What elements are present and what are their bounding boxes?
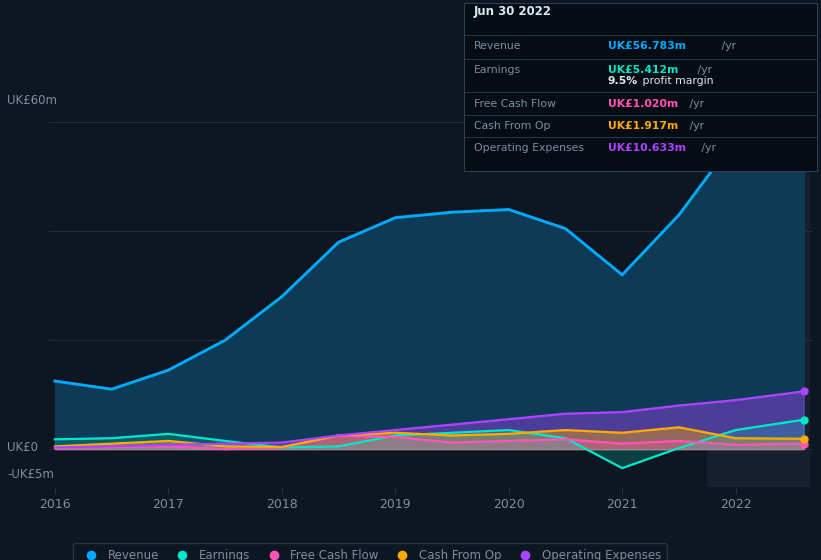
- Text: UK£10.633m: UK£10.633m: [608, 143, 686, 153]
- Text: Earnings: Earnings: [474, 65, 521, 75]
- Text: /yr: /yr: [698, 143, 716, 153]
- Text: -UK£5m: -UK£5m: [7, 468, 54, 481]
- Bar: [707, 95, 810, 487]
- Text: Jun 30 2022: Jun 30 2022: [474, 4, 552, 18]
- Text: /yr: /yr: [686, 121, 704, 131]
- Text: profit margin: profit margin: [639, 76, 713, 86]
- Text: /yr: /yr: [694, 65, 712, 75]
- Text: Revenue: Revenue: [474, 41, 521, 52]
- Text: 9.5%: 9.5%: [608, 76, 638, 86]
- Text: UK£56.783m: UK£56.783m: [608, 41, 686, 52]
- Legend: Revenue, Earnings, Free Cash Flow, Cash From Op, Operating Expenses: Revenue, Earnings, Free Cash Flow, Cash …: [73, 543, 667, 560]
- Text: /yr: /yr: [686, 99, 704, 109]
- Text: Cash From Op: Cash From Op: [474, 121, 550, 131]
- Text: UK£5.412m: UK£5.412m: [608, 65, 678, 75]
- Text: UK£1.020m: UK£1.020m: [608, 99, 678, 109]
- Text: UK£0: UK£0: [7, 441, 39, 454]
- Text: UK£60m: UK£60m: [7, 94, 57, 107]
- Text: Free Cash Flow: Free Cash Flow: [474, 99, 556, 109]
- Text: Operating Expenses: Operating Expenses: [474, 143, 584, 153]
- Text: UK£1.917m: UK£1.917m: [608, 121, 678, 131]
- Text: /yr: /yr: [718, 41, 736, 52]
